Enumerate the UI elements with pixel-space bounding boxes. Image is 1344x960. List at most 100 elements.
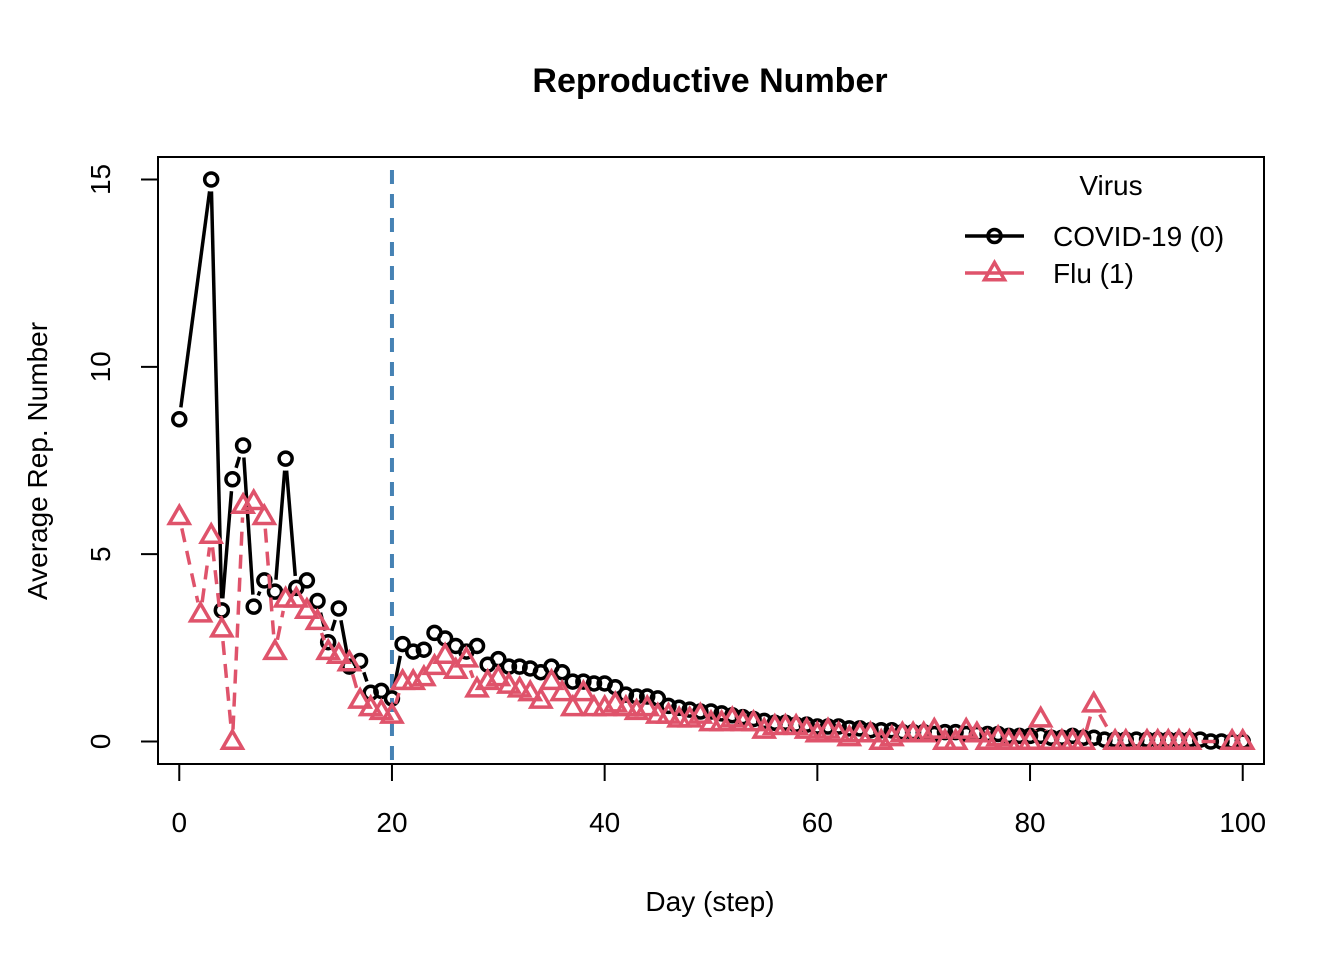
data-point [394, 635, 411, 653]
data-point [410, 663, 437, 687]
data-point [415, 641, 433, 658]
x-tick-label: 80 [1014, 807, 1045, 838]
data-point [942, 727, 969, 751]
data-point [245, 598, 262, 615]
data-point [421, 652, 448, 676]
data-point [347, 686, 374, 709]
data-point [660, 697, 677, 715]
data-point [309, 592, 326, 610]
series-segment [263, 528, 276, 640]
data-point [538, 667, 565, 691]
data-point [511, 658, 528, 675]
series-flu-1 [166, 487, 1256, 751]
series-segment [319, 632, 326, 641]
x-tick-label: 0 [171, 807, 187, 838]
series-segment [339, 619, 349, 656]
series-segment [210, 547, 223, 618]
data-point [985, 723, 1012, 747]
series-segment [393, 692, 401, 705]
series-segment [221, 640, 234, 730]
data-point [617, 686, 635, 703]
data-point [325, 641, 352, 664]
data-point [224, 470, 241, 488]
data-point [517, 678, 544, 702]
data-point [564, 673, 581, 690]
y-axis-label: Average Rep. Number [22, 322, 53, 600]
data-point [549, 678, 576, 702]
data-point [825, 720, 852, 743]
series-segment [351, 673, 359, 690]
series-segment [234, 456, 242, 469]
data-point [198, 521, 225, 545]
data-point [330, 600, 348, 617]
data-point [240, 487, 267, 511]
data-point [432, 641, 459, 664]
series-segment [275, 610, 285, 641]
data-point [1229, 727, 1256, 751]
data-point [357, 693, 384, 717]
series-segment [200, 547, 212, 603]
data-point [277, 450, 294, 467]
x-tick-label: 20 [376, 807, 407, 838]
data-point [634, 693, 661, 717]
series-segment [242, 457, 255, 595]
series-segment [468, 669, 475, 679]
legend-label: COVID-19 (0) [1053, 221, 1224, 252]
data-point [612, 693, 639, 717]
y-tick-label: 10 [85, 351, 116, 382]
data-point [373, 682, 390, 700]
data-point [527, 686, 554, 709]
data-point [575, 673, 592, 690]
data-point [304, 607, 331, 631]
legend-title: Virus [1079, 170, 1142, 201]
data-point [670, 699, 688, 717]
legend-label: Flu (1) [1053, 258, 1134, 289]
x-tick-label: 40 [589, 807, 620, 838]
data-point [166, 502, 193, 526]
data-point [453, 645, 480, 668]
legend-items: COVID-19 (0) Flu (1) [965, 221, 1224, 289]
data-point [1070, 727, 1097, 751]
data-point [740, 708, 767, 732]
data-point [953, 716, 980, 739]
y-tick-label: 0 [85, 734, 116, 750]
legend-item-flu-1: Flu (1) [965, 258, 1134, 289]
data-point [293, 596, 320, 619]
series-segment [256, 590, 262, 597]
data-point [921, 716, 948, 739]
data-point [485, 663, 512, 687]
x-axis: 0 20 40 60 80 100 [171, 763, 1266, 838]
data-point [1112, 727, 1139, 751]
series-segment [330, 619, 337, 632]
series-segment [362, 671, 369, 682]
data-point [468, 637, 486, 655]
data-point [234, 437, 252, 454]
data-point [559, 693, 586, 717]
data-point [1027, 704, 1054, 728]
x-axis-label: Day (step) [645, 886, 774, 917]
data-point [1176, 727, 1203, 751]
data-point [719, 704, 746, 728]
data-point [187, 600, 214, 623]
data-point [378, 701, 405, 724]
y-tick-label: 5 [85, 546, 116, 562]
x-tick-label: 100 [1219, 807, 1266, 838]
data-point [288, 579, 305, 597]
data-point [171, 411, 188, 428]
legend-marker [981, 259, 1008, 282]
series-segment [284, 470, 298, 577]
data-point [963, 719, 990, 743]
data-point [585, 675, 603, 692]
data-point [570, 678, 597, 702]
series-segment [180, 528, 200, 603]
data-point [1080, 689, 1107, 713]
series-segment [231, 517, 245, 730]
data-point [687, 701, 714, 724]
data-point [261, 637, 289, 661]
data-point [202, 171, 220, 188]
legend-marker [986, 227, 1003, 245]
series-segment [209, 191, 224, 599]
data-point [315, 637, 342, 661]
series-segment [1084, 715, 1093, 731]
